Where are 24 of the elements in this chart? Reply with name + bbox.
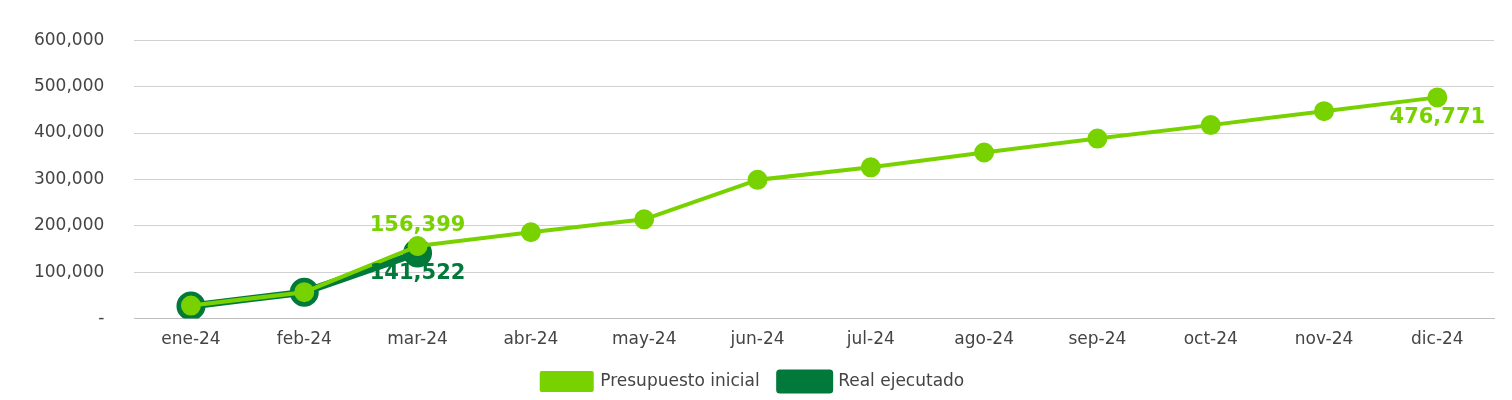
x-tick-label: nov-24: [1294, 328, 1354, 349]
y-tick-label: -: [98, 307, 105, 328]
data-label: 156,399: [369, 211, 466, 236]
x-tick-label: ago-24: [954, 328, 1014, 349]
y-tick-label: 100,000: [33, 260, 105, 281]
y-tick-label: 400,000: [33, 121, 105, 142]
x-tick-label: feb-24: [276, 328, 332, 349]
data-label: 141,522: [369, 259, 466, 284]
y-tick-label: 300,000: [33, 167, 105, 188]
x-tick-label: dic-24: [1411, 328, 1464, 349]
x-tick-label: ene-24: [161, 328, 221, 349]
legend-label: Real ejecutado: [838, 369, 965, 390]
x-tick-label: mar-24: [387, 328, 448, 349]
x-tick-label: oct-24: [1183, 328, 1238, 349]
x-tick-label: jun-24: [729, 328, 785, 349]
x-tick-label: jul-24: [845, 328, 895, 349]
x-tick-label: may-24: [611, 328, 677, 349]
legend-label: Presupuesto inicial: [600, 369, 760, 390]
y-tick-label: 200,000: [33, 214, 105, 235]
x-tick-label: abr-24: [503, 328, 559, 349]
x-tick-label: sep-24: [1068, 328, 1127, 349]
data-label: 476,771: [1389, 104, 1486, 129]
y-tick-label: 600,000: [33, 28, 105, 49]
y-tick-label: 500,000: [33, 75, 105, 96]
